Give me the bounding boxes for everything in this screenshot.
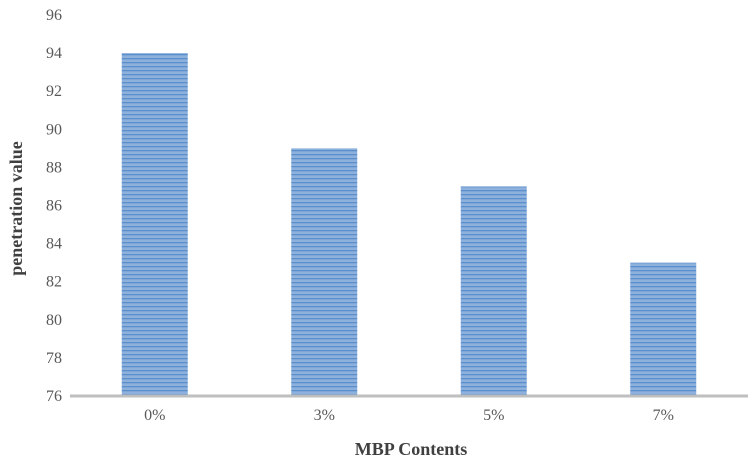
y-tick-label: 92 [46,83,62,100]
y-tick-label: 84 [46,236,62,253]
y-tick-label: 78 [46,350,62,367]
y-tick-label: 86 [46,198,62,215]
x-axis-title: MBP Contents [355,439,468,459]
y-axis-ticks: 76 78 80 82 84 86 88 90 92 94 96 [46,7,62,405]
y-tick-label: 76 [46,388,62,405]
y-tick-label: 80 [46,312,62,329]
y-tick-label: 94 [46,45,62,62]
x-tick-label: 5% [483,407,504,424]
x-tick-label: 3% [314,407,335,424]
y-tick-label: 96 [46,7,62,24]
y-tick-label: 88 [46,159,62,176]
y-tick-label: 90 [46,121,62,138]
x-tick-label: 7% [653,407,674,424]
bars [121,53,697,396]
y-tick-label: 82 [46,274,62,291]
bar-3pct [291,148,358,396]
y-axis-title: penetration value [6,141,26,276]
x-axis-ticks: 0% 3% 5% 7% [144,407,674,424]
bar-7pct [630,262,697,396]
bar-5pct [460,186,527,396]
bar-0pct [121,53,188,396]
x-tick-label: 0% [144,407,165,424]
